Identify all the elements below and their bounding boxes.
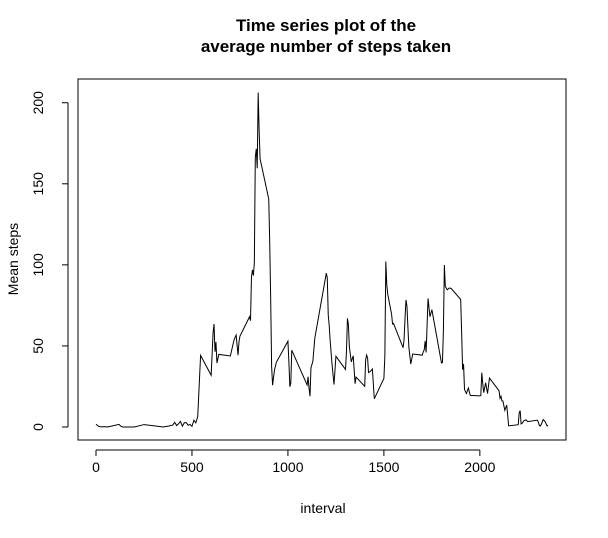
x-tick-label: 1500 [368,459,399,475]
y-axis: 0 50 100 150 200 [30,91,69,431]
y-tick-label: 0 [30,423,46,431]
y-axis-label: Mean steps [5,223,21,295]
series-line [95,92,549,428]
plot-frame [77,78,567,441]
y-tick-label: 150 [30,172,46,196]
y-tick-label: 50 [30,338,46,354]
x-tick-label: 1000 [272,459,303,475]
chart-subtitle: average number of steps taken [201,37,451,56]
x-tick-label: 0 [92,459,100,475]
x-axis: 0 500 1000 1500 2000 [92,449,496,475]
x-tick-label: 2000 [464,459,495,475]
y-tick-label: 200 [30,91,46,115]
y-tick-label: 100 [30,253,46,277]
x-axis-label: interval [300,500,345,516]
x-tick-label: 500 [180,459,204,475]
chart-title: Time series plot of the [236,16,416,35]
